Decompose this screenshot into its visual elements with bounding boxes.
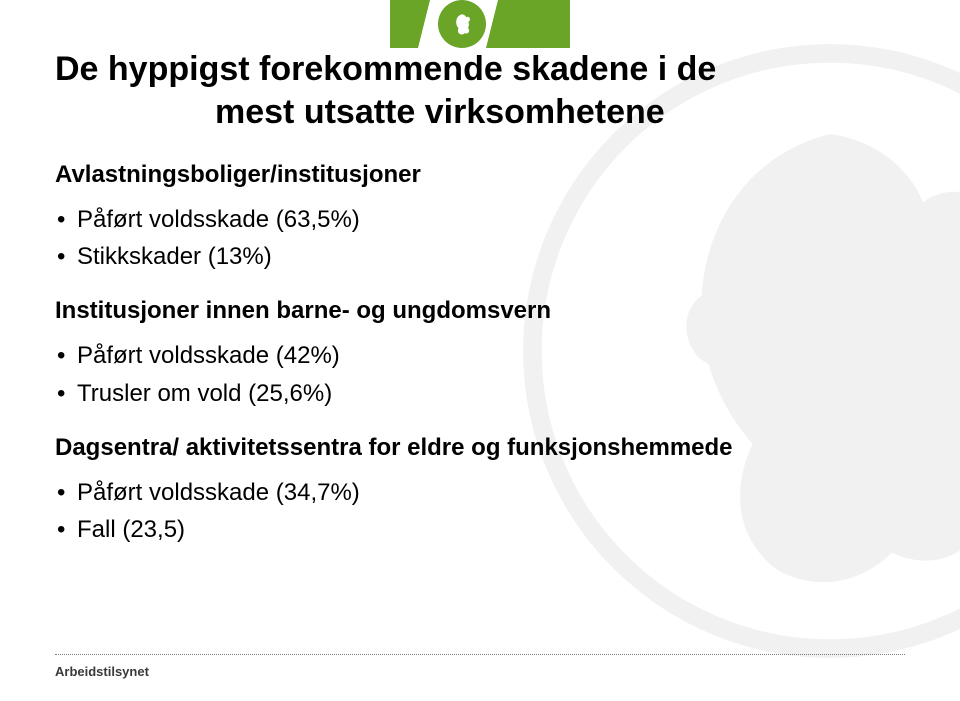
section-heading: Avlastningsboliger/institusjoner xyxy=(55,161,905,189)
title-line-2: mest utsatte virksomhetene xyxy=(55,91,905,134)
bullet-list: Påført voldsskade (42%) Trusler om vold … xyxy=(55,337,905,411)
title-line-1: De hyppigst forekommende skadene i de xyxy=(55,50,716,88)
list-item: Fall (23,5) xyxy=(55,511,905,548)
section-1: Avlastningsboliger/institusjoner Påført … xyxy=(55,161,905,275)
list-item: Stikkskader (13%) xyxy=(55,238,905,275)
header-banner xyxy=(390,0,570,48)
list-item: Påført voldsskade (34,7%) xyxy=(55,474,905,511)
slide-title: De hyppigst forekommende skadene i de me… xyxy=(55,48,905,133)
section-3: Dagsentra/ aktivitetssentra for eldre og… xyxy=(55,434,905,548)
list-item: Påført voldsskade (42%) xyxy=(55,337,905,374)
bullet-list: Påført voldsskade (34,7%) Fall (23,5) xyxy=(55,474,905,548)
bullet-list: Påført voldsskade (63,5%) Stikkskader (1… xyxy=(55,201,905,275)
slide-content: De hyppigst forekommende skadene i de me… xyxy=(55,48,905,570)
list-item: Trusler om vold (25,6%) xyxy=(55,375,905,412)
section-heading: Institusjoner innen barne- og ungdomsver… xyxy=(55,297,905,325)
list-item: Påført voldsskade (63,5%) xyxy=(55,201,905,238)
footer-label: Arbeidstilsynet xyxy=(55,664,149,679)
section-heading: Dagsentra/ aktivitetssentra for eldre og… xyxy=(55,434,905,462)
section-2: Institusjoner innen barne- og ungdomsver… xyxy=(55,297,905,411)
footer-divider xyxy=(55,654,905,655)
